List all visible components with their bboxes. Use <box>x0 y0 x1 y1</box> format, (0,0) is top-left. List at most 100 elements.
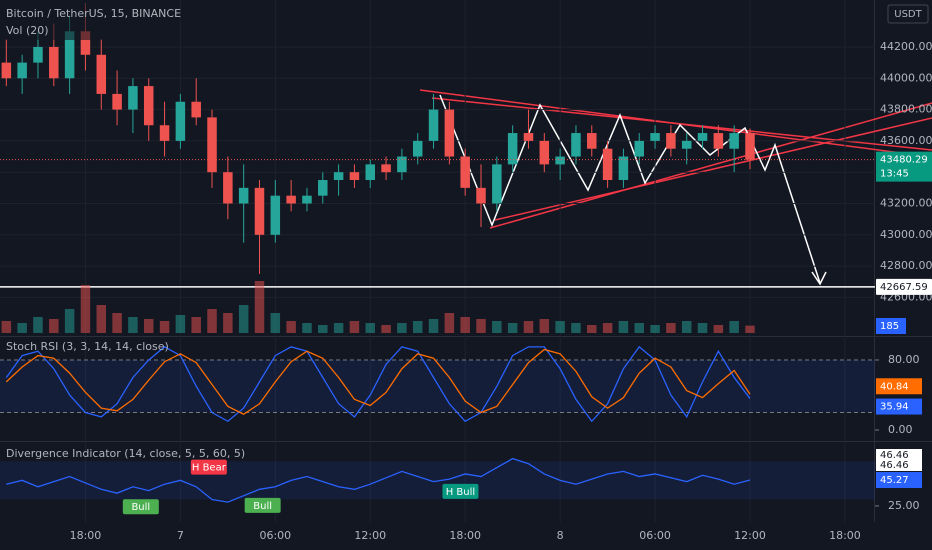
annotation: Bull <box>253 501 272 512</box>
candle-body <box>365 164 375 181</box>
volume-bar <box>397 323 407 333</box>
volume-bar <box>96 305 107 333</box>
annotation-bg <box>122 499 159 515</box>
volume-bar <box>64 309 75 333</box>
band-fill <box>0 359 875 413</box>
volume-bar <box>349 321 360 333</box>
candle-body <box>444 109 455 157</box>
legend-bg <box>0 0 170 40</box>
candle-body <box>571 133 581 157</box>
candle-body <box>618 156 629 181</box>
volume-label: 185 <box>880 321 899 332</box>
candle-body <box>602 148 613 181</box>
candle-body <box>412 140 423 157</box>
series-line <box>5 348 751 416</box>
countdown: 13:45 <box>880 169 909 180</box>
volume-bar <box>634 323 644 333</box>
volume-bar <box>238 305 249 333</box>
volume-bar <box>365 323 375 333</box>
band-label: 46.46 <box>880 450 909 461</box>
x-tick-label: 18:00 <box>449 529 481 542</box>
annotation: Bull <box>131 502 150 513</box>
x-tick-label: 12:00 <box>734 529 766 542</box>
candle-body <box>745 133 755 160</box>
series-line <box>5 345 751 423</box>
volume-bar <box>159 321 170 333</box>
value-label-bg <box>876 378 922 395</box>
x-tick-label: 06:00 <box>639 529 671 542</box>
volume-bar <box>444 313 455 333</box>
divergence-title: Divergence Indicator (14, close, 5, 5, 6… <box>6 447 245 460</box>
y-tick-label: 0.00 <box>888 423 913 436</box>
volume-bar <box>587 325 597 333</box>
candle-body <box>238 187 249 204</box>
candle-body <box>112 93 122 110</box>
candle-body <box>302 195 312 204</box>
volume-bar <box>618 321 629 333</box>
candle-body <box>381 164 391 173</box>
value-label: 35.94 <box>880 402 909 413</box>
candle-body <box>207 117 217 173</box>
candle-body <box>159 125 170 141</box>
candle-body <box>64 31 75 79</box>
volume-bar <box>571 323 581 333</box>
y-tick-label: 80.00 <box>888 353 920 366</box>
trendline <box>494 117 932 221</box>
candle-body <box>713 133 724 149</box>
candle-body <box>33 46 43 63</box>
last-price-bg <box>876 151 932 182</box>
volume-bar <box>175 315 186 333</box>
band-label-bg <box>876 449 922 461</box>
volume-bar <box>254 281 265 333</box>
volume-bar <box>697 323 708 333</box>
volume-bar <box>428 319 439 333</box>
volume-title: Vol (20) <box>6 24 49 37</box>
candle-body <box>507 133 518 165</box>
x-tick-label: 18:00 <box>70 529 102 542</box>
volume-bar <box>523 321 534 333</box>
trendline <box>489 102 932 229</box>
currency: USDT <box>894 9 922 20</box>
candle-body <box>191 101 201 118</box>
y-tick-label: 25.00 <box>888 499 920 512</box>
y-tick-label: 42800.00 <box>880 259 932 272</box>
candle-body <box>681 140 692 149</box>
volume-bar <box>412 321 423 333</box>
candle-body <box>223 172 233 204</box>
candle-body <box>634 140 644 157</box>
volume-bar <box>381 325 391 333</box>
candle-body <box>318 180 328 196</box>
y-tick-label: 44200.00 <box>880 40 932 53</box>
candle-body <box>650 133 660 141</box>
candle-body <box>270 195 281 235</box>
volume-bar <box>80 285 91 333</box>
value-label: 45.27 <box>880 475 909 486</box>
x-tick-label: 7 <box>177 529 184 542</box>
marks <box>0 0 875 522</box>
candle-body <box>555 156 565 165</box>
x-tick-label: 18:00 <box>829 529 861 542</box>
arrow-head <box>811 271 827 286</box>
volume-bar <box>302 323 312 333</box>
volume-bar <box>49 319 59 333</box>
value-label: 40.84 <box>880 381 909 392</box>
trend-drawings <box>419 89 932 286</box>
volume-bar <box>713 325 724 333</box>
annotation: H Bear <box>192 463 227 474</box>
candle-body <box>1 62 12 79</box>
x-tick-label: 8 <box>557 529 564 542</box>
y-tick-label: 43800.00 <box>880 103 932 116</box>
volume-bar <box>191 317 201 333</box>
volume-bar <box>143 319 154 333</box>
volume-bar <box>1 321 12 333</box>
annotation: H Bull <box>446 487 475 498</box>
volume-bar <box>745 325 755 333</box>
candle-body <box>17 62 27 79</box>
annotation-bg <box>190 459 227 475</box>
band-label-bg <box>876 459 922 471</box>
volume-bar <box>681 321 692 333</box>
volume-bar <box>223 313 233 333</box>
candle-body <box>397 156 407 173</box>
y-tick-label: 43200.00 <box>880 197 932 210</box>
last-price: 43480.29 <box>880 155 928 166</box>
